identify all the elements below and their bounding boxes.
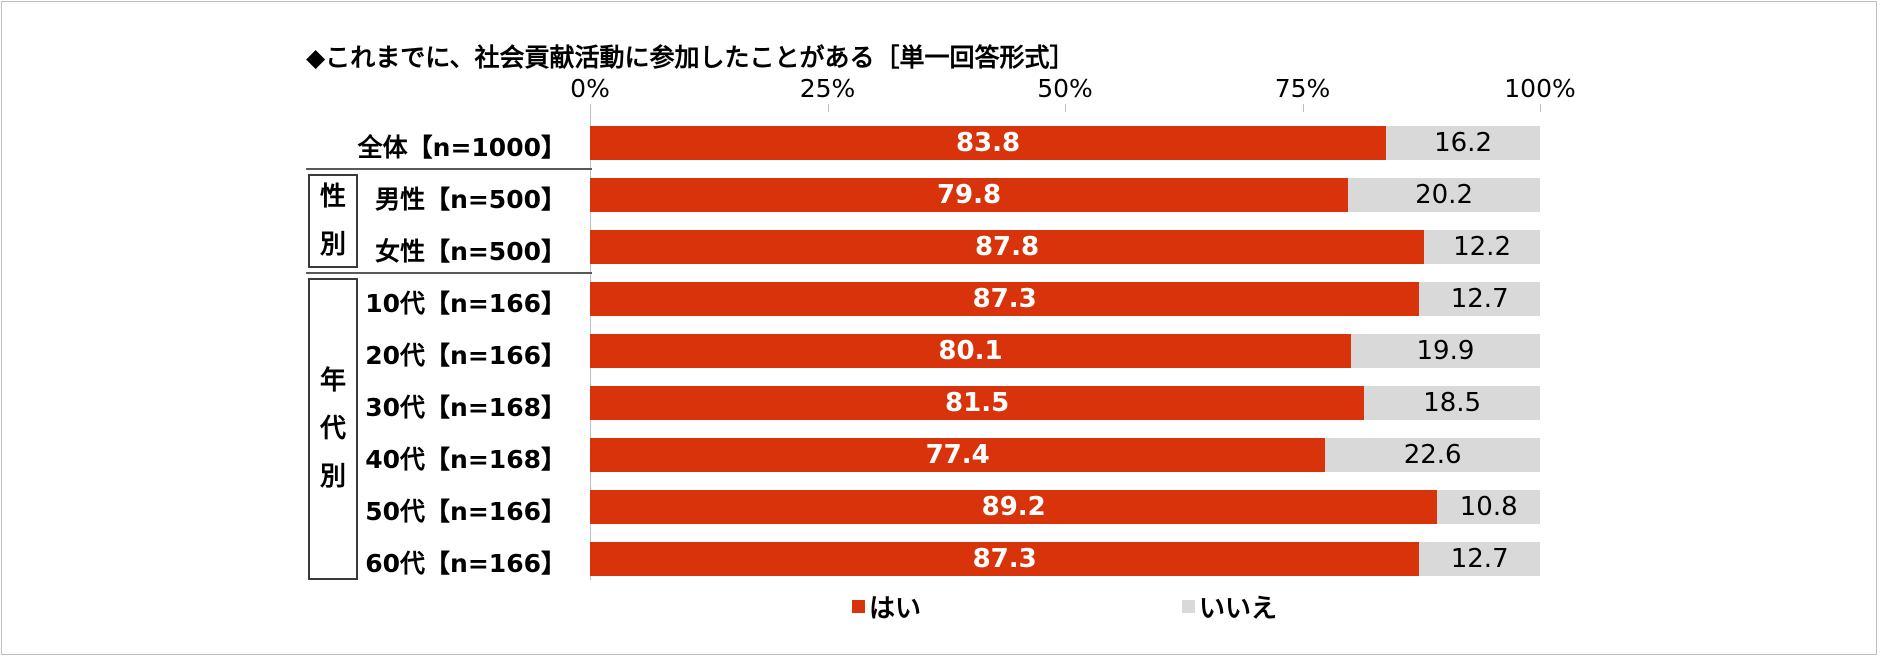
x-tick-label: 100% [1504,74,1576,103]
x-tick-label: 25% [799,74,856,103]
group-label: 年代別 [319,365,346,493]
group-separator [306,272,592,274]
bar-yes: 79.8 [590,178,1349,212]
bar-no: 10.8 [1437,490,1540,524]
legend-label: はい [869,594,922,624]
category-label: 60代【n=166】 [365,549,566,578]
x-tick-label: 50% [1037,74,1093,103]
legend-swatch [1182,600,1195,613]
x-tick-mark [828,104,829,112]
group-label-box: 年代別 [308,278,358,580]
bar-no: 20.2 [1348,178,1540,212]
category-label: 20代【n=166】 [365,341,566,370]
bar-no: 16.2 [1386,126,1540,160]
x-tick-label: 75% [1274,74,1331,103]
group-label-box: 性別 [308,174,358,268]
x-tick-mark [1540,104,1541,112]
bar-yes: 77.4 [590,438,1326,472]
bar-yes: 83.8 [590,126,1387,160]
bar-yes: 87.8 [590,230,1425,264]
bar-no: 12.7 [1419,542,1540,576]
bar-yes: 81.5 [590,386,1365,420]
category-label: 女性【n=500】 [375,237,566,266]
bar-yes: 87.3 [590,282,1420,316]
bar-no: 22.6 [1325,438,1540,472]
category-label: 40代【n=168】 [365,445,566,474]
bar-yes: 80.1 [590,334,1351,368]
legend-label: いいえ [1199,594,1278,624]
category-label: 男性【n=500】 [375,185,566,214]
bar-no: 12.2 [1424,230,1540,264]
x-tick-mark [1303,104,1304,112]
bar-no: 12.7 [1419,282,1540,316]
category-label: 全体【n=1000】 [357,133,566,162]
legend-item: いいえ [1182,588,1277,625]
group-separator [306,168,592,170]
bar-no: 19.9 [1350,334,1540,368]
bar-yes: 89.2 [590,490,1438,524]
bar-no: 18.5 [1364,386,1540,420]
category-label: 10代【n=166】 [365,289,566,318]
category-label: 30代【n=168】 [365,393,566,422]
x-tick-label: 0% [570,74,610,103]
category-label: 50代【n=166】 [365,497,566,526]
x-tick-mark [590,104,591,112]
chart-title: ◆これまでに、社会貢献活動に参加したことがある［単一回答形式］ [306,43,1075,72]
x-tick-mark [1065,104,1066,112]
legend-swatch [852,600,865,613]
group-label: 性別 [319,181,346,260]
bar-yes: 87.3 [590,542,1420,576]
legend-item: はい [852,588,921,625]
